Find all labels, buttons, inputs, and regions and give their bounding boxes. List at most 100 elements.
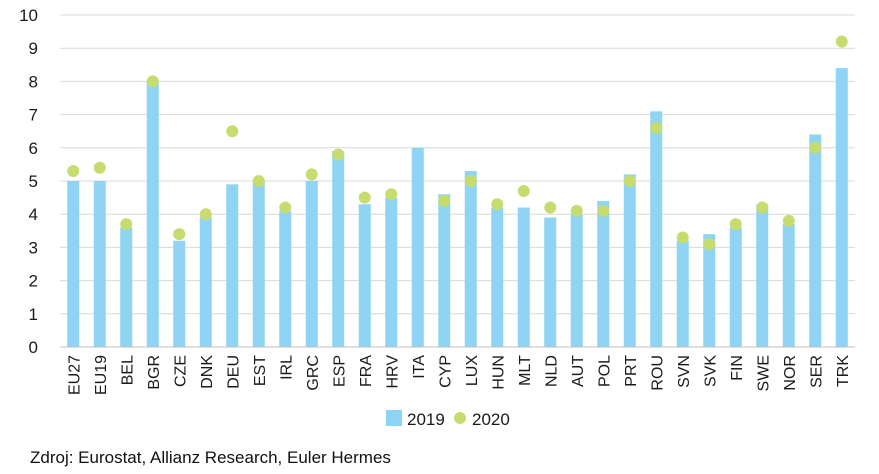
x-category-label: EU19 <box>93 355 110 395</box>
dot-2020 <box>252 175 265 187</box>
legend-label-2020: 2020 <box>472 410 510 429</box>
y-axis-tick-labels: 0 1 2 3 4 5 6 7 8 9 10 <box>19 6 38 357</box>
dot-2020 <box>120 218 133 231</box>
dot-2020 <box>67 165 80 178</box>
y-tick-label: 7 <box>29 106 38 125</box>
x-category-label: CZE <box>172 355 189 387</box>
bar-2019 <box>729 227 742 347</box>
x-category-label: SVN <box>676 355 693 388</box>
dot-2020 <box>597 204 610 217</box>
x-category-label: SWE <box>755 355 772 391</box>
y-tick-label: 2 <box>29 272 38 291</box>
y-tick-label: 0 <box>29 338 38 357</box>
x-category-label: LUX <box>464 355 481 386</box>
x-axis-category-labels: EU27 EU19 BEL BGR CZE DNK DEU EST IRL GRC ESP FRA HR… <box>66 355 852 395</box>
dot-2020 <box>305 168 318 181</box>
x-category-label: HRV <box>384 355 401 389</box>
dot-2020 <box>782 214 795 227</box>
y-tick-label: 4 <box>29 205 38 224</box>
dot-2020 <box>279 201 292 214</box>
x-category-label: BEL <box>119 355 136 385</box>
bar-2019 <box>120 227 133 347</box>
y-tick-label: 9 <box>29 39 38 58</box>
dot-2020 <box>809 141 822 154</box>
x-category-label: PRT <box>623 355 640 387</box>
legend-swatch-2019 <box>386 410 402 426</box>
x-category-label: EU27 <box>66 355 83 395</box>
x-category-label: ITA <box>411 355 428 379</box>
x-category-label: TRK <box>835 355 852 387</box>
bar-2019 <box>809 134 822 347</box>
bar-2019 <box>226 184 239 347</box>
gridlines <box>60 14 855 315</box>
dot-2020 <box>544 201 557 214</box>
bars-2019 <box>67 68 848 348</box>
x-category-label: ROU <box>649 355 666 391</box>
bar-2019 <box>385 197 398 347</box>
source-note: Zdroj: Eurostat, Allianz Research, Euler… <box>30 448 391 467</box>
x-category-label: GRC <box>305 355 322 391</box>
bar-2019 <box>146 81 159 348</box>
legend-label-2019: 2019 <box>407 410 445 429</box>
x-category-label: POL <box>596 355 613 387</box>
x-category-label: DEU <box>225 355 242 389</box>
x-category-label: HUN <box>490 355 507 390</box>
y-tick-label: 6 <box>29 139 38 158</box>
legend: 2019 2020 <box>386 410 510 429</box>
dot-2020 <box>358 191 371 204</box>
bar-2019 <box>676 240 689 347</box>
bar-2019 <box>332 151 345 347</box>
bar-2019 <box>570 214 583 347</box>
dot-2020 <box>93 161 106 174</box>
y-tick-label: 1 <box>29 305 38 324</box>
bar-2019 <box>411 147 424 347</box>
y-tick-label: 3 <box>29 238 38 257</box>
bar-2019 <box>597 200 610 347</box>
bar-2019 <box>491 207 504 347</box>
bar-2019 <box>305 181 318 347</box>
dot-2020 <box>385 188 398 201</box>
dot-2020 <box>623 175 636 187</box>
bar-2019 <box>173 240 186 347</box>
y-tick-label: 10 <box>19 6 38 25</box>
x-category-label: ESP <box>331 355 348 387</box>
dot-2020 <box>491 198 504 211</box>
x-category-label: MLT <box>517 355 534 386</box>
bar-2019 <box>756 204 769 347</box>
bar-2019 <box>650 111 663 347</box>
x-category-label: SER <box>808 355 825 388</box>
bar-2019 <box>623 174 636 347</box>
x-category-label: SVK <box>702 355 719 387</box>
dot-2020 <box>464 175 477 187</box>
bar-2019 <box>703 234 716 347</box>
y-tick-label: 8 <box>29 72 38 91</box>
dot-2020 <box>570 204 583 217</box>
bar-2019 <box>544 217 557 347</box>
bar-2019 <box>67 181 80 347</box>
x-category-label: EST <box>252 355 269 386</box>
x-category-label: BGR <box>146 355 163 390</box>
bar-2019 <box>93 181 106 347</box>
dot-2020 <box>199 208 212 221</box>
dot-2020 <box>332 148 345 161</box>
x-category-label: FRA <box>358 355 375 387</box>
dot-2020 <box>146 75 159 88</box>
bar-2019 <box>199 217 212 347</box>
bar-2019 <box>358 204 371 347</box>
dot-2020 <box>676 231 689 244</box>
y-tick-label: 5 <box>29 172 38 191</box>
bar-2019 <box>835 68 848 348</box>
bar-2019 <box>279 210 292 347</box>
x-category-label: NLD <box>543 355 560 387</box>
dot-2020 <box>438 194 451 207</box>
x-category-label: AUT <box>570 355 587 387</box>
dot-2020 <box>517 184 530 197</box>
dot-2020 <box>756 201 769 214</box>
x-category-label: DNK <box>199 355 216 389</box>
dot-2020 <box>703 238 716 251</box>
legend-marker-2020 <box>454 412 466 424</box>
bar-2019 <box>438 194 451 347</box>
dot-2020 <box>173 228 186 241</box>
dot-2020 <box>729 218 742 231</box>
